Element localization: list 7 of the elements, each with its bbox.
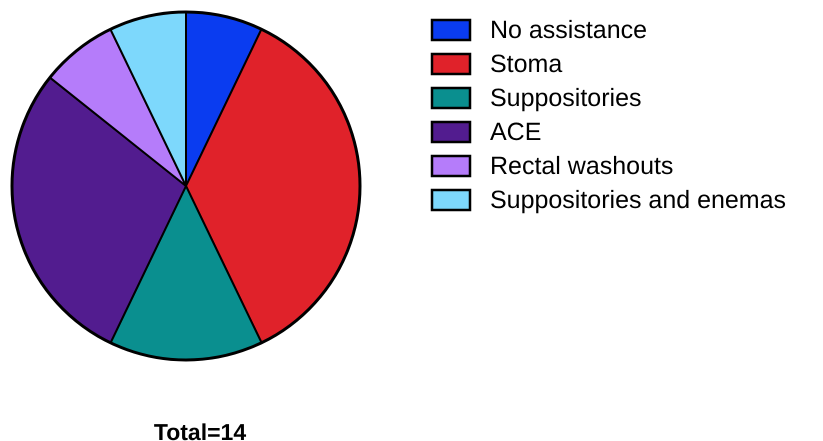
legend-label: Suppositories xyxy=(490,84,642,112)
legend-label: Suppositories and enemas xyxy=(490,186,786,214)
text: Total=14 xyxy=(154,419,246,441)
legend-label: Stoma xyxy=(490,50,562,78)
legend-label: No assistance xyxy=(490,16,648,44)
legend-label: Rectal washouts xyxy=(490,152,674,180)
legend-label: ACE xyxy=(490,118,542,146)
